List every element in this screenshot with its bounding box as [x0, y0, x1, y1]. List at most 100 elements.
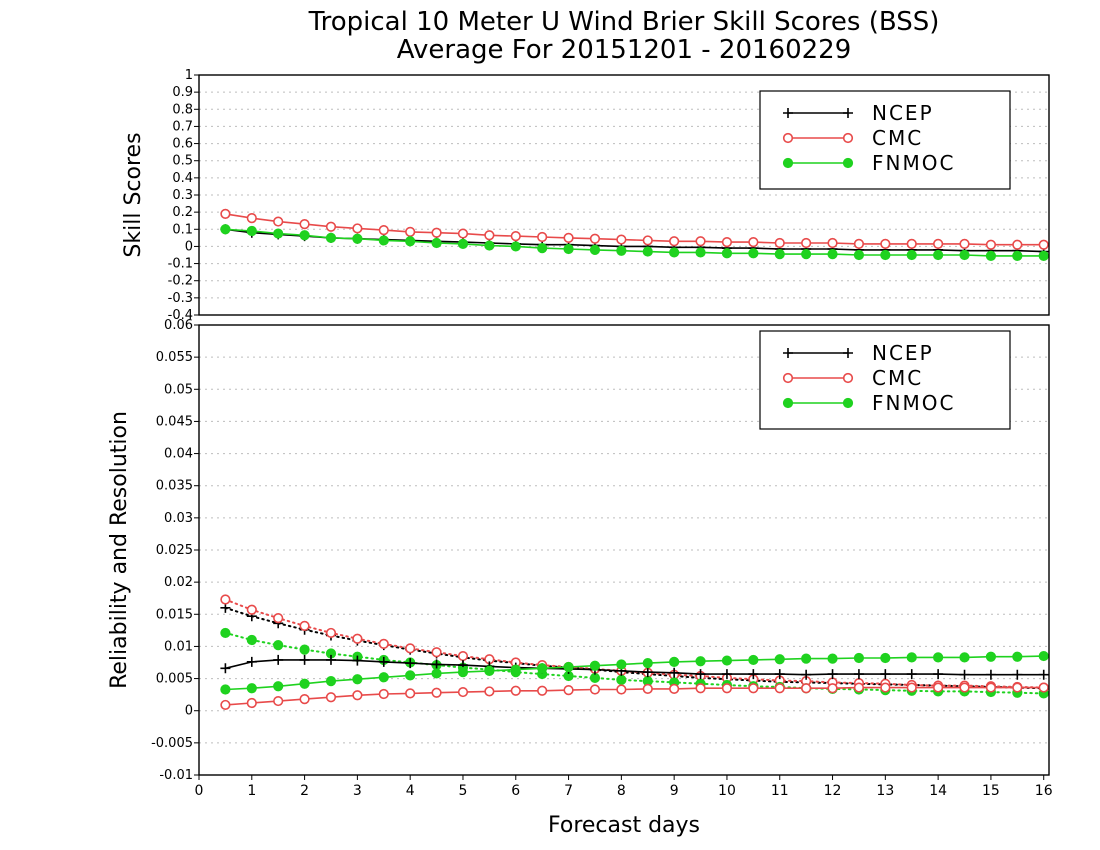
bottom-cmc-resolution-point: [801, 683, 812, 694]
bottom-x-tick-label: 0: [195, 783, 204, 799]
top-cmc-point: [431, 227, 442, 238]
bottom-cmc-resolution-point: [853, 682, 865, 693]
top-cmc-point: [748, 237, 759, 248]
bottom-fnmoc-resolution-point: [985, 651, 997, 662]
bottom-cmc-resolution-point: [880, 682, 891, 693]
bottom-y-tick-label: 0.02: [164, 575, 193, 590]
bottom-x-tick-label: 6: [511, 783, 520, 799]
bottom-cmc-resolution-point: [537, 685, 548, 696]
bottom-legend-ncep-marker: [783, 348, 793, 358]
bottom-cmc-resolution-point: [1038, 682, 1049, 693]
bottom-cmc-resolution-point: [325, 692, 337, 703]
chart-title-line2: Average For 20151201 - 20160229: [397, 35, 852, 65]
bottom-fnmoc-resolution-point: [695, 656, 706, 667]
top-y-tick-label: 0.2: [172, 205, 193, 220]
top-y-tick-label: 1: [185, 68, 193, 83]
top-fnmoc-point: [642, 246, 653, 257]
bottom-cmc-resolution-point: [959, 682, 970, 693]
bottom-fnmoc-resolution-point: [642, 658, 653, 669]
bottom-ncep-resolution-point: [801, 669, 812, 680]
top-fnmoc-point: [906, 249, 917, 261]
bottom-ncep-resolution-point: [959, 669, 970, 680]
x-axis-label: Forecast days: [548, 813, 700, 838]
bottom-ncep-resolution-point: [642, 667, 653, 678]
bottom-x-tick-label: 16: [1035, 783, 1053, 799]
bottom-ncep-resolution-point: [827, 669, 838, 680]
bottom-cmc-reliability-point: [246, 604, 257, 615]
bottom-cmc-resolution-point: [246, 697, 257, 709]
top-cmc-point: [985, 239, 997, 250]
top-y-tick-label: 0.8: [172, 102, 193, 117]
bottom-cmc-resolution-point: [695, 683, 706, 694]
bottom-cmc-resolution-point: [827, 683, 838, 694]
bottom-ncep-resolution-point: [985, 669, 996, 680]
top-cmc-point: [273, 216, 284, 227]
bottom-cmc-reliability-point: [325, 627, 337, 639]
top-y-tick-label: -0.3: [168, 291, 193, 306]
top-fnmoc-point: [273, 228, 284, 239]
bottom-legend-cmc-label: CMC: [872, 366, 923, 390]
bottom-cmc-resolution-point: [642, 683, 653, 694]
bottom-ncep-resolution-point: [906, 669, 917, 680]
bottom-fnmoc-resolution-point: [537, 663, 548, 674]
top-fnmoc-point: [299, 230, 310, 241]
bottom-ncep-resolution-point: [853, 669, 864, 680]
bottom-cmc-resolution-point: [220, 699, 231, 711]
bottom-legend-cmc-marker: [842, 372, 854, 384]
bottom-fnmoc-resolution-point: [563, 661, 574, 673]
bottom-cmc-reliability-point: [220, 594, 231, 605]
top-cmc-point: [642, 235, 653, 246]
bottom-cmc-resolution-point: [748, 683, 759, 694]
bottom-ncep-resolution-point: [220, 663, 231, 674]
top-legend-fnmoc-marker: [842, 157, 854, 169]
bottom-cmc-reliability-point: [457, 650, 469, 662]
bottom-y-axis-label: Reliability and Resolution: [107, 411, 132, 689]
bottom-cmc-resolution-point: [616, 684, 627, 695]
top-fnmoc-point: [616, 245, 627, 256]
bottom-fnmoc-resolution-point: [827, 653, 838, 664]
top-cmc-point: [246, 213, 257, 224]
bottom-cmc-resolution-point: [405, 688, 416, 699]
bottom-fnmoc-resolution-point: [589, 660, 601, 671]
top-cmc-point: [484, 230, 495, 241]
bottom-cmc-resolution-point: [721, 683, 733, 694]
bottom-fnmoc-resolution-point: [933, 652, 944, 663]
bottom-x-tick-label: 8: [617, 783, 626, 799]
top-fnmoc-point: [325, 232, 337, 243]
bottom-cmc-reliability-point: [273, 613, 284, 624]
bottom-x-tick-label: 11: [771, 783, 789, 799]
bottom-fnmoc-reliability-point: [616, 674, 627, 685]
bottom-legend-ncep-marker: [843, 348, 853, 358]
top-fnmoc-point: [880, 249, 891, 261]
top-cmc-point: [695, 236, 706, 247]
top-fnmoc-point: [801, 249, 812, 260]
top-fnmoc-point: [827, 249, 838, 260]
bottom-fnmoc-resolution-point: [1012, 651, 1023, 662]
bottom-y-tick-label: 0.03: [164, 511, 193, 526]
bottom-x-tick-label: 12: [824, 783, 842, 799]
top-y-tick-label: 0.4: [172, 171, 193, 186]
bottom-fnmoc-resolution-point: [378, 672, 389, 683]
bottom-x-tick-label: 2: [300, 783, 309, 799]
bottom-y-tick-label: 0.025: [156, 543, 193, 558]
bottom-cmc-resolution-point: [933, 682, 944, 693]
bottom-legend-fnmoc-marker: [842, 397, 854, 409]
bottom-fnmoc-resolution-point: [748, 654, 759, 666]
top-fnmoc-point: [853, 249, 865, 261]
bottom-ncep-resolution-point: [273, 654, 284, 665]
top-legend-ncep-marker: [843, 108, 853, 118]
bottom-x-tick-label: 4: [406, 783, 415, 799]
bottom-ncep-resolution-point: [431, 659, 442, 670]
bottom-cmc-resolution-point: [378, 688, 389, 700]
top-cmc-point: [721, 237, 733, 248]
chart-title-line1: Tropical 10 Meter U Wind Brier Skill Sco…: [308, 7, 940, 37]
bottom-fnmoc-resolution-point: [352, 674, 363, 685]
top-cmc-point: [827, 237, 838, 249]
bottom-y-tick-label: -0.005: [151, 736, 193, 751]
reliability-resolution-panel: -0.01 -0.005 0 0.005 0.01 0.015 0.02 0.025 0.03 0…: [151, 318, 1053, 799]
bottom-cmc-reliability-point: [299, 620, 310, 631]
top-legend-ncep-label: NCEP: [872, 101, 934, 125]
top-cmc-point: [299, 219, 310, 230]
bottom-ncep-resolution-point: [774, 669, 785, 680]
bottom-ncep-resolution-point: [880, 669, 891, 680]
